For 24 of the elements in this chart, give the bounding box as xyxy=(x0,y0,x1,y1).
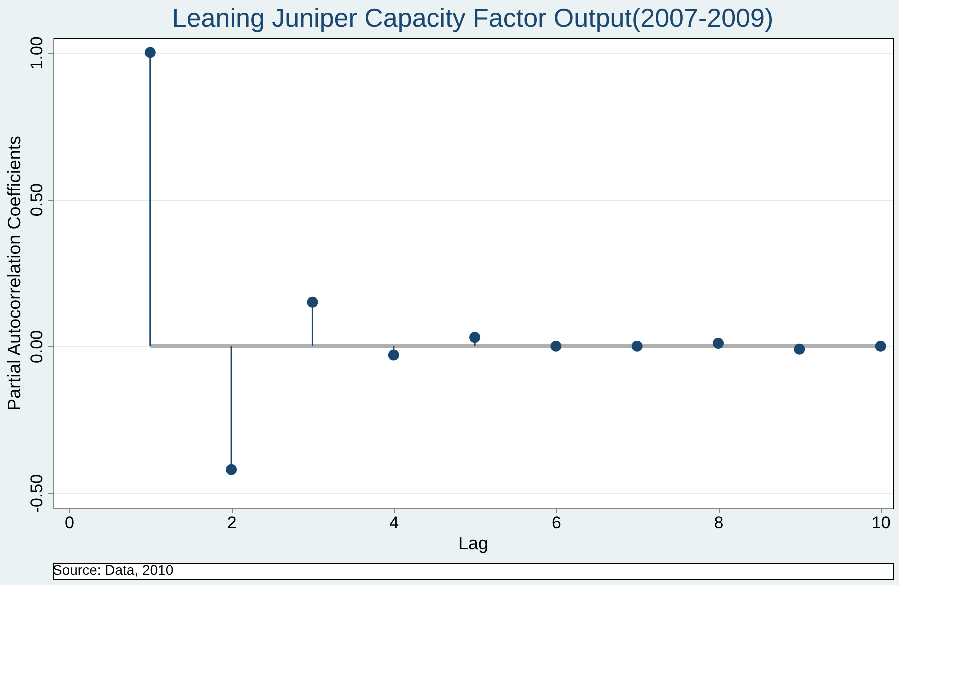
x-tick-label: 2 xyxy=(227,514,237,532)
y-tick-label: -0.50 xyxy=(28,474,46,514)
point xyxy=(470,332,481,344)
point xyxy=(632,340,643,352)
x-tick-label: 6 xyxy=(552,514,562,532)
x-tick-label: 4 xyxy=(390,514,400,532)
y-axis-title: Partial Autocorrelation Coefficients xyxy=(4,136,24,411)
source-note: Source: Data, 2010 xyxy=(53,562,174,578)
chart-title: Leaning Juniper Capacity Factor Output(2007-2009) xyxy=(172,3,774,34)
x-tick-label: 10 xyxy=(872,514,891,532)
point xyxy=(307,296,318,308)
y-tick-label: 1.00 xyxy=(28,36,46,70)
point xyxy=(550,340,562,352)
point xyxy=(713,338,724,349)
x-axis-title: Lag xyxy=(458,534,489,554)
point xyxy=(794,344,806,355)
x-tick-label: 8 xyxy=(714,514,724,532)
point xyxy=(875,340,886,352)
x-tick-label: 0 xyxy=(65,514,74,532)
point xyxy=(226,464,238,476)
y-tick-label: 0.00 xyxy=(28,330,46,364)
y-tick-label: 0.50 xyxy=(28,184,46,217)
point xyxy=(144,47,156,58)
point xyxy=(388,350,400,361)
